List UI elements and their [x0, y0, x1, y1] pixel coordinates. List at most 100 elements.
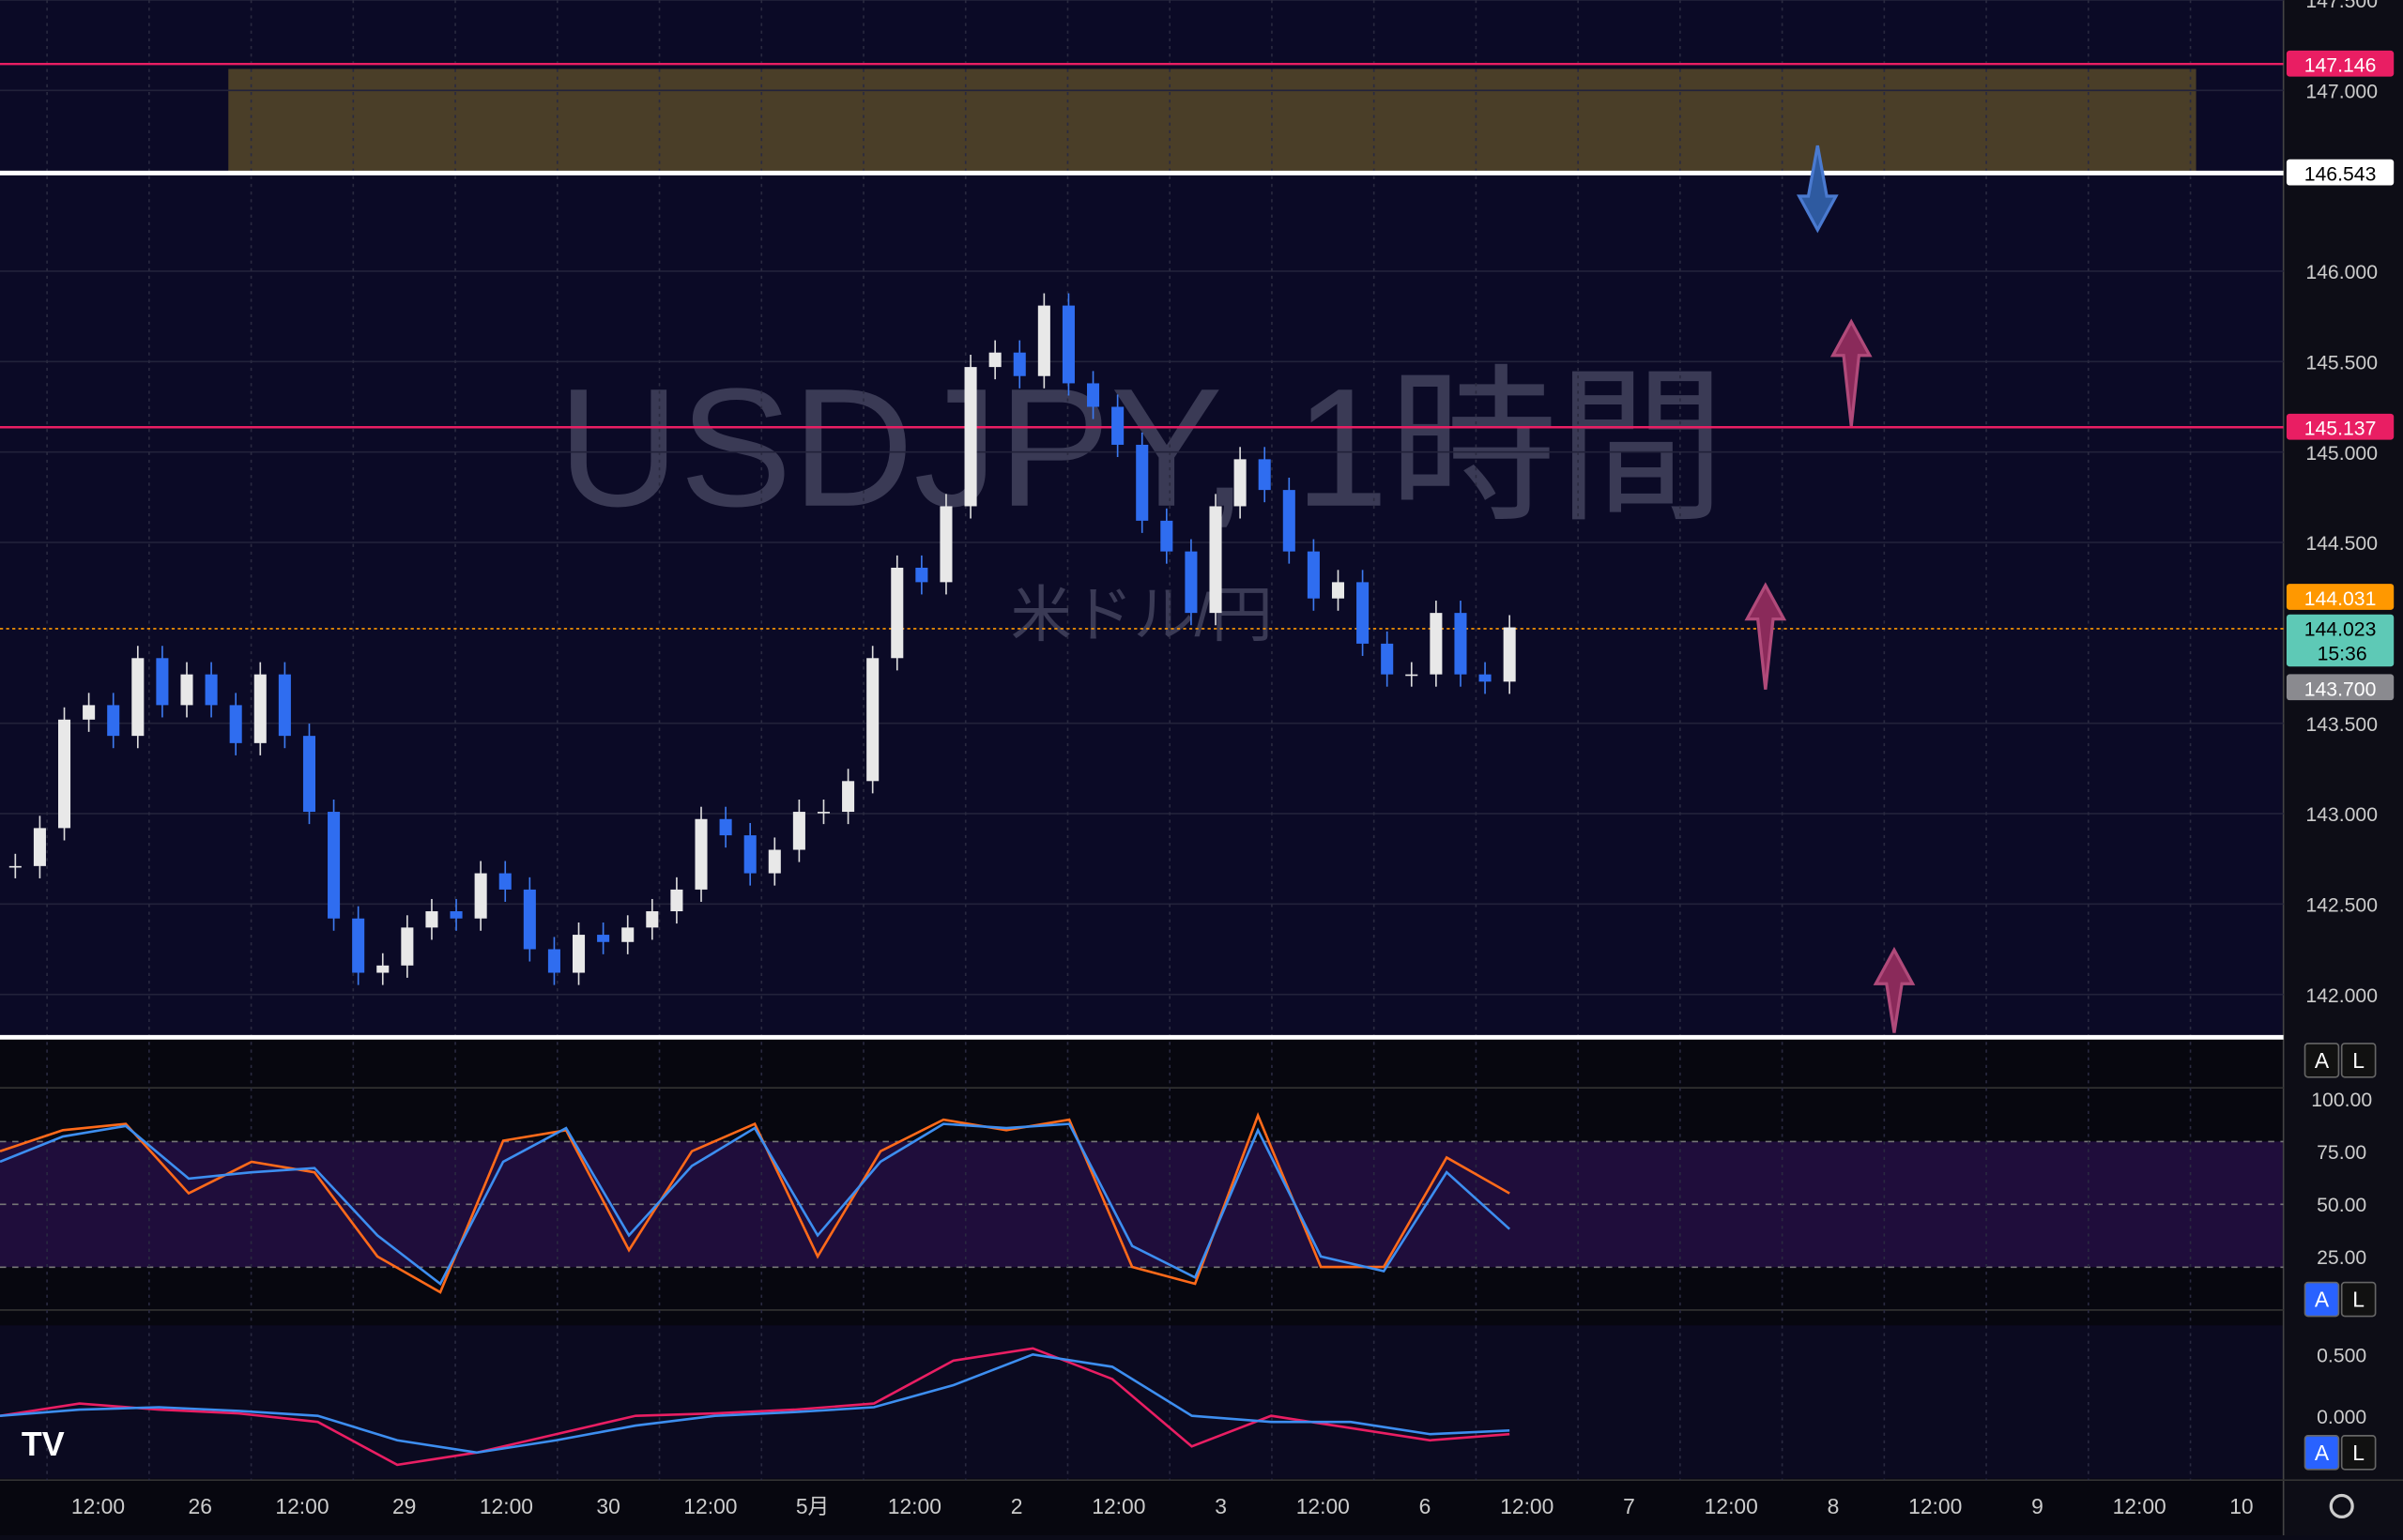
candle	[1209, 506, 1222, 614]
price-tag	[2286, 674, 2395, 701]
candle	[1136, 444, 1149, 521]
price-tick-label: 145.000	[2305, 443, 2378, 465]
candle	[1258, 459, 1271, 491]
time-label: 30	[596, 1494, 620, 1518]
candle	[401, 927, 414, 966]
time-label: 12:00	[2113, 1494, 2166, 1518]
scale-button[interactable]	[2340, 1281, 2377, 1318]
candle	[1307, 551, 1320, 599]
candle	[229, 705, 242, 743]
price-tag	[2286, 159, 2395, 186]
candle	[523, 889, 536, 950]
price-tick-label: 147.000	[2305, 81, 2378, 102]
time-label: 9	[2031, 1494, 2043, 1518]
scale-button[interactable]	[2304, 1435, 2340, 1471]
price-tick-label: 143.000	[2305, 804, 2378, 826]
time-label: 12:00	[1500, 1494, 1554, 1518]
candle	[547, 949, 560, 973]
macd-tick-label: 0.000	[2317, 1407, 2366, 1428]
stoch-tick-label: 50.00	[2317, 1195, 2366, 1216]
price-tick-label: 142.500	[2305, 894, 2378, 916]
time-label: 2	[1011, 1494, 1023, 1518]
logo: TV	[22, 1425, 65, 1463]
price-tag-label: 143.700	[2304, 679, 2377, 700]
candle	[278, 674, 291, 737]
time-label: 12:00	[683, 1494, 737, 1518]
candle	[743, 835, 757, 874]
candle	[940, 506, 953, 583]
stoch-tick-label: 25.00	[2317, 1247, 2366, 1269]
scale-button[interactable]	[2304, 1043, 2340, 1078]
scale-button[interactable]	[2340, 1435, 2377, 1471]
candle	[1478, 674, 1492, 682]
signal-line	[0, 1352, 1510, 1455]
candle	[1282, 490, 1295, 552]
candle	[988, 352, 1002, 368]
arrow-up	[1744, 582, 1787, 690]
candle	[425, 911, 438, 928]
price-tick-label: 144.500	[2305, 533, 2378, 555]
scale-button[interactable]	[2304, 1281, 2340, 1318]
zone-box	[228, 69, 2196, 174]
scale-button-label[interactable]: A	[2315, 1288, 2330, 1312]
candle	[719, 818, 732, 836]
price-tag	[2286, 413, 2395, 440]
time-label: 5月	[796, 1494, 830, 1518]
candle	[768, 849, 781, 874]
scale-button-label[interactable]: A	[2315, 1441, 2330, 1465]
scale-button-label[interactable]: L	[2352, 1288, 2365, 1312]
time-label: 12:00	[275, 1494, 329, 1518]
time-label: 7	[1623, 1494, 1635, 1518]
time-label: 6	[1419, 1494, 1431, 1518]
candle	[8, 865, 22, 868]
macd-tick-label: 0.500	[2317, 1346, 2366, 1367]
stoch-d	[0, 1122, 1511, 1286]
candle	[33, 828, 46, 866]
stoch-tick-label: 100.00	[2311, 1090, 2372, 1111]
candle	[352, 918, 365, 973]
candle	[83, 705, 96, 720]
candle	[695, 818, 708, 890]
time-label: 10	[2229, 1494, 2253, 1518]
candle	[1087, 383, 1100, 407]
arrows	[1744, 145, 1916, 1033]
candle	[964, 367, 977, 507]
candle	[1454, 613, 1467, 675]
candle	[1356, 582, 1370, 644]
price-tick-label: 143.500	[2305, 714, 2378, 736]
candle	[107, 705, 120, 737]
price-tag-label: 147.146	[2304, 55, 2377, 77]
scale-button-label[interactable]: L	[2352, 1048, 2365, 1073]
candle	[328, 812, 341, 919]
scale-button[interactable]	[2340, 1043, 2377, 1078]
arrow-down	[1796, 145, 1839, 234]
scale-button-label[interactable]: A	[2315, 1048, 2330, 1073]
time-label: 12:00	[71, 1494, 125, 1518]
candle	[670, 889, 683, 912]
price-scale	[2283, 0, 2403, 1535]
time-label: 26	[189, 1494, 212, 1518]
scale-button-label[interactable]: L	[2352, 1441, 2365, 1465]
candle	[842, 781, 855, 813]
price-tag-label: 145.137	[2304, 419, 2377, 440]
settings-icon[interactable]	[2329, 1493, 2354, 1519]
watermark-name: 米ドル/円	[1011, 581, 1273, 649]
candle	[1013, 352, 1026, 376]
time-label: 8	[1828, 1494, 1840, 1518]
time-label: 12:00	[1908, 1494, 1962, 1518]
candle	[866, 658, 880, 782]
time-label: 12:00	[480, 1494, 533, 1518]
macd-pane	[0, 1325, 2284, 1479]
price-tag	[2286, 614, 2395, 667]
time-label: 12:00	[1705, 1494, 1758, 1518]
candle	[1185, 551, 1198, 614]
candle	[817, 812, 831, 814]
candle	[253, 674, 267, 743]
arrow-up	[1829, 318, 1873, 427]
price-tick-label: 146.000	[2305, 262, 2378, 283]
candle	[792, 812, 805, 850]
candle	[1430, 613, 1443, 675]
price-tick-label: 147.500	[2305, 0, 2378, 12]
